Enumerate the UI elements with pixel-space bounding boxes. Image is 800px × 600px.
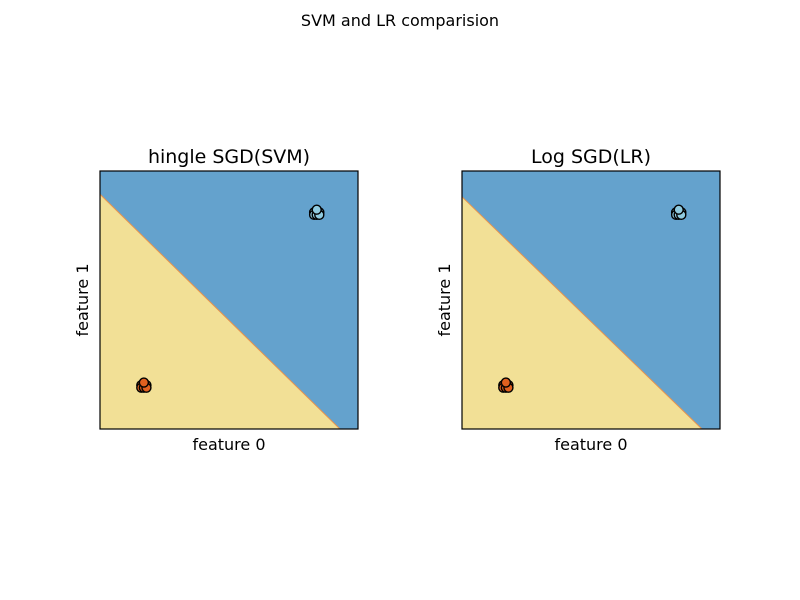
- panel-svm-xlabel: feature 0: [192, 435, 265, 454]
- class-1-point: [673, 204, 684, 215]
- axes-frame: [99, 170, 359, 430]
- panel-lr: Log SGD(LR) feature 0 feature 1: [435, 146, 721, 454]
- panel-svm: hingle SGD(SVM) feature 0 feature 1: [73, 146, 359, 454]
- decision-boundary: [99, 193, 341, 430]
- panel-svm-ylabel: feature 1: [73, 263, 92, 336]
- class-1-point: [311, 204, 322, 215]
- panel-svm-title: hingle SGD(SVM): [148, 146, 310, 168]
- panel-lr-ylabel: feature 1: [435, 263, 454, 336]
- axes-frame: [461, 170, 721, 430]
- class-0-point: [138, 377, 150, 388]
- decision-boundary: [461, 196, 703, 430]
- panel-lr-xlabel: feature 0: [554, 435, 627, 454]
- class-0-point: [500, 377, 512, 388]
- figure-suptitle: SVM and LR comparision: [301, 11, 499, 30]
- panel-lr-title: Log SGD(LR): [531, 146, 651, 168]
